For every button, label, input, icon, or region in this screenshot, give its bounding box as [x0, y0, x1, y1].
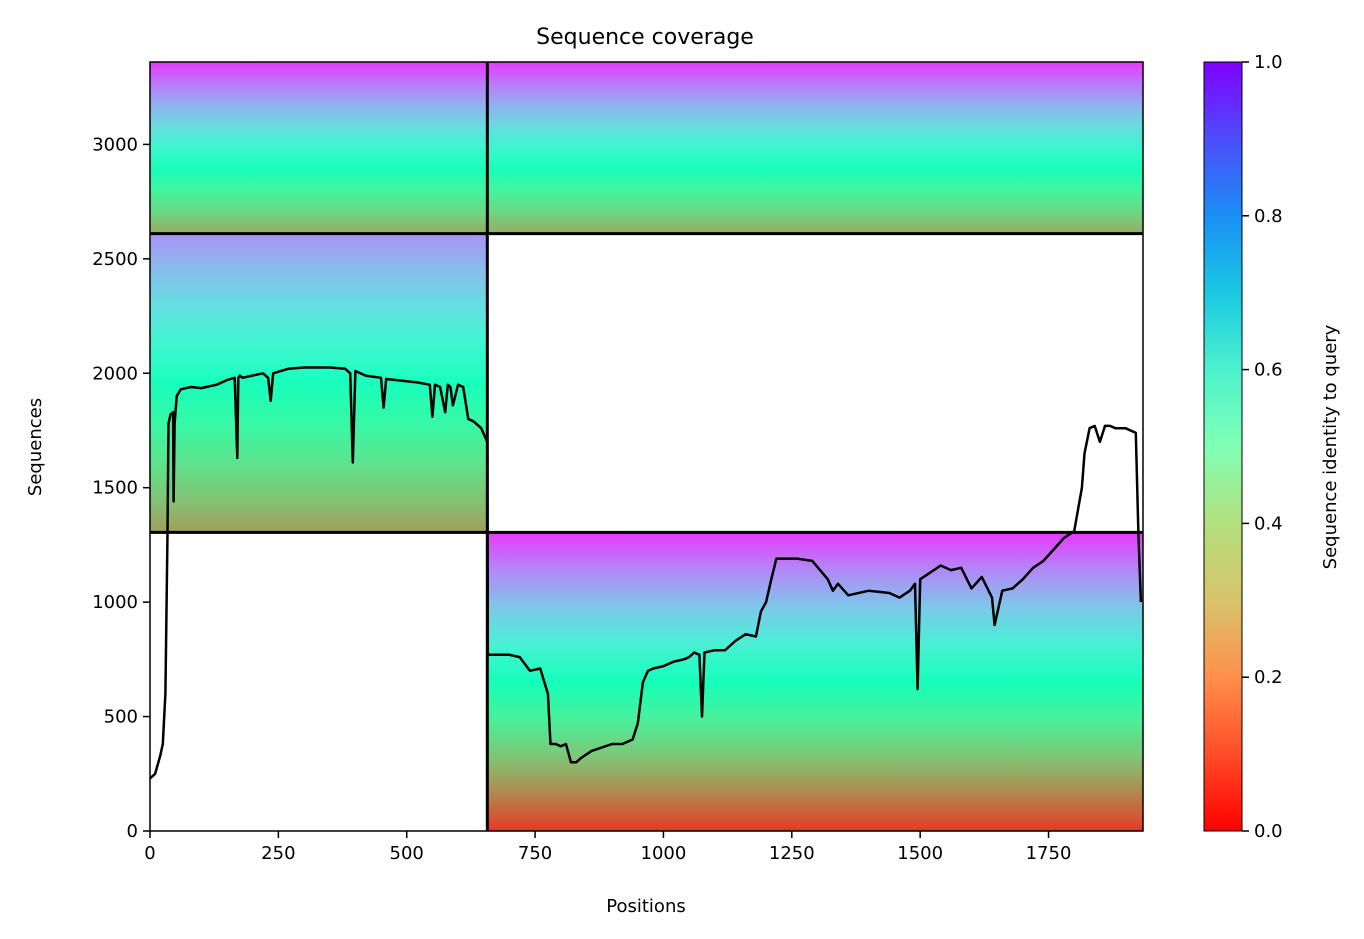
- colorbar-tick-label: 0.2: [1254, 667, 1283, 688]
- y-axis-label: Sequences: [25, 398, 46, 496]
- plot-frame: [149, 61, 1144, 832]
- coverage-line: [150, 366, 1143, 780]
- x-tick-label: 1500: [897, 843, 943, 864]
- y-tick-label: 2000: [92, 363, 138, 384]
- x-axis-label: Positions: [606, 896, 685, 917]
- y-axis-ticks: 0 500 1000 1500 2000 2500 3000: [92, 134, 150, 842]
- x-tick-label: 1250: [769, 843, 815, 864]
- y-tick-label: 1000: [92, 592, 138, 613]
- y-tick-label: 1500: [92, 478, 138, 499]
- colorbar-tick-label: 0.6: [1254, 360, 1283, 381]
- x-tick-label: 1750: [1026, 843, 1072, 864]
- colorbar-label: Sequence identity to query: [1320, 324, 1341, 569]
- coverage-block: [150, 62, 488, 234]
- coverage-block: [150, 233, 488, 533]
- colorbar-tick-label: 0.8: [1254, 206, 1283, 227]
- x-tick-label: 750: [518, 843, 552, 864]
- colorbar: [1203, 61, 1243, 832]
- colorbar-ticks: 0.0 0.2 0.4 0.6 0.8 1.0: [1242, 52, 1283, 842]
- coverage-block: [487, 62, 1143, 234]
- colorbar-tick-label: 0.0: [1254, 821, 1283, 842]
- y-tick-label: 2500: [92, 249, 138, 270]
- coverage-line-layer: [150, 366, 1143, 780]
- coverage-block: [487, 532, 1143, 831]
- x-tick-label: 1000: [641, 843, 687, 864]
- y-tick-label: 0: [127, 821, 138, 842]
- x-tick-label: 0: [144, 843, 155, 864]
- colorbar-tick-label: 1.0: [1254, 52, 1283, 73]
- chart-title: Sequence coverage: [536, 25, 754, 50]
- colorbar-tick-label: 0.4: [1254, 513, 1283, 534]
- x-axis-ticks: 0 250 500 750 1000 1250 1500 1750: [144, 831, 1071, 864]
- coverage-blocks: [150, 62, 1143, 831]
- x-tick-label: 250: [261, 843, 295, 864]
- x-tick-label: 500: [390, 843, 424, 864]
- y-tick-label: 500: [104, 707, 138, 728]
- y-tick-label: 3000: [92, 134, 138, 155]
